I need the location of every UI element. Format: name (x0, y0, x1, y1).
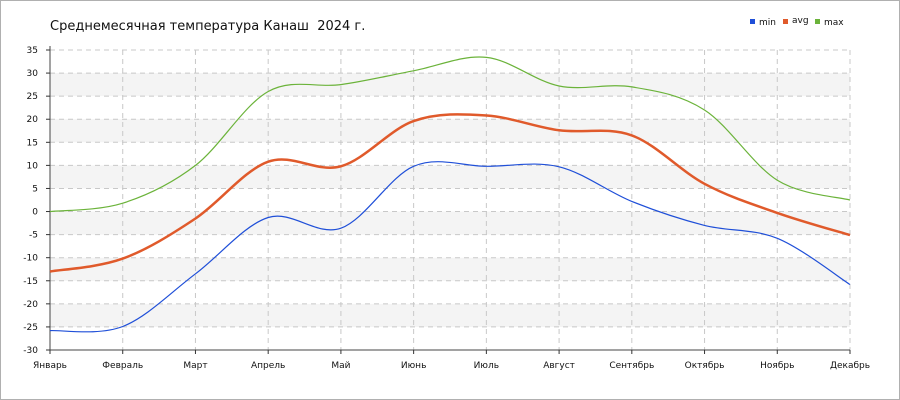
y-tick-label: -20 (23, 300, 38, 310)
y-tick-label: 30 (27, 69, 39, 79)
legend-label-avg: avg (792, 16, 809, 26)
x-tick-label: Июль (474, 361, 499, 371)
axes (49, 46, 850, 351)
plot-band (50, 165, 850, 189)
y-tick-label: 20 (27, 115, 39, 125)
plot-band (50, 73, 850, 97)
legend-swatch-avg (783, 19, 788, 24)
y-tick-label: -10 (23, 254, 38, 264)
y-tick-label: 25 (27, 92, 38, 102)
legend-swatch-max (815, 19, 820, 24)
x-tick-label: Сентябрь (609, 361, 654, 371)
chart-title: Среднемесячная температура Канаш 2024 г. (50, 19, 366, 34)
x-tick-label: Август (543, 361, 575, 371)
legend-label-min: min (759, 18, 776, 28)
y-tick-label: -25 (23, 323, 38, 333)
plot-band (50, 257, 850, 281)
y-tick-label: 0 (32, 208, 38, 218)
x-tick-label: Февраль (102, 361, 143, 371)
legend-label-max: max (824, 18, 844, 28)
legend-swatch-min (750, 19, 755, 24)
y-tick-label: 15 (27, 138, 38, 148)
series-line-max (49, 56, 851, 213)
x-tick-label: Март (183, 361, 207, 371)
x-tick-label: Январь (33, 361, 67, 371)
y-tick-label: 5 (32, 184, 38, 194)
x-tick-label: Июнь (401, 361, 427, 371)
plot-band (50, 211, 850, 235)
y-tick-label: 10 (27, 161, 39, 171)
y-tick-label: 35 (27, 46, 38, 56)
plot-bands (50, 73, 850, 327)
series-lines (49, 56, 851, 333)
x-tick-label: Октябрь (685, 361, 725, 371)
y-tick-label: -30 (23, 346, 38, 356)
series-line-avg (49, 113, 851, 273)
y-tick-label: -5 (29, 231, 38, 241)
plot-band (50, 303, 850, 327)
legend: min avg max (750, 16, 844, 28)
series-line-min (49, 161, 851, 333)
x-tick-label: Декабрь (830, 361, 870, 371)
y-ticks: 35 30 25 20 15 10 5 0 -5 -10 -15 -20 -25 -30 (23, 46, 50, 356)
x-tick-label: Ноябрь (760, 361, 794, 371)
x-ticks: Январь Февраль Март Апрель Май Июнь Июль Август… (33, 350, 870, 371)
y-tick-label: -15 (23, 277, 38, 287)
plot-band (50, 119, 850, 143)
x-tick-label: Апрель (251, 361, 285, 371)
x-tick-label: Май (331, 361, 350, 371)
